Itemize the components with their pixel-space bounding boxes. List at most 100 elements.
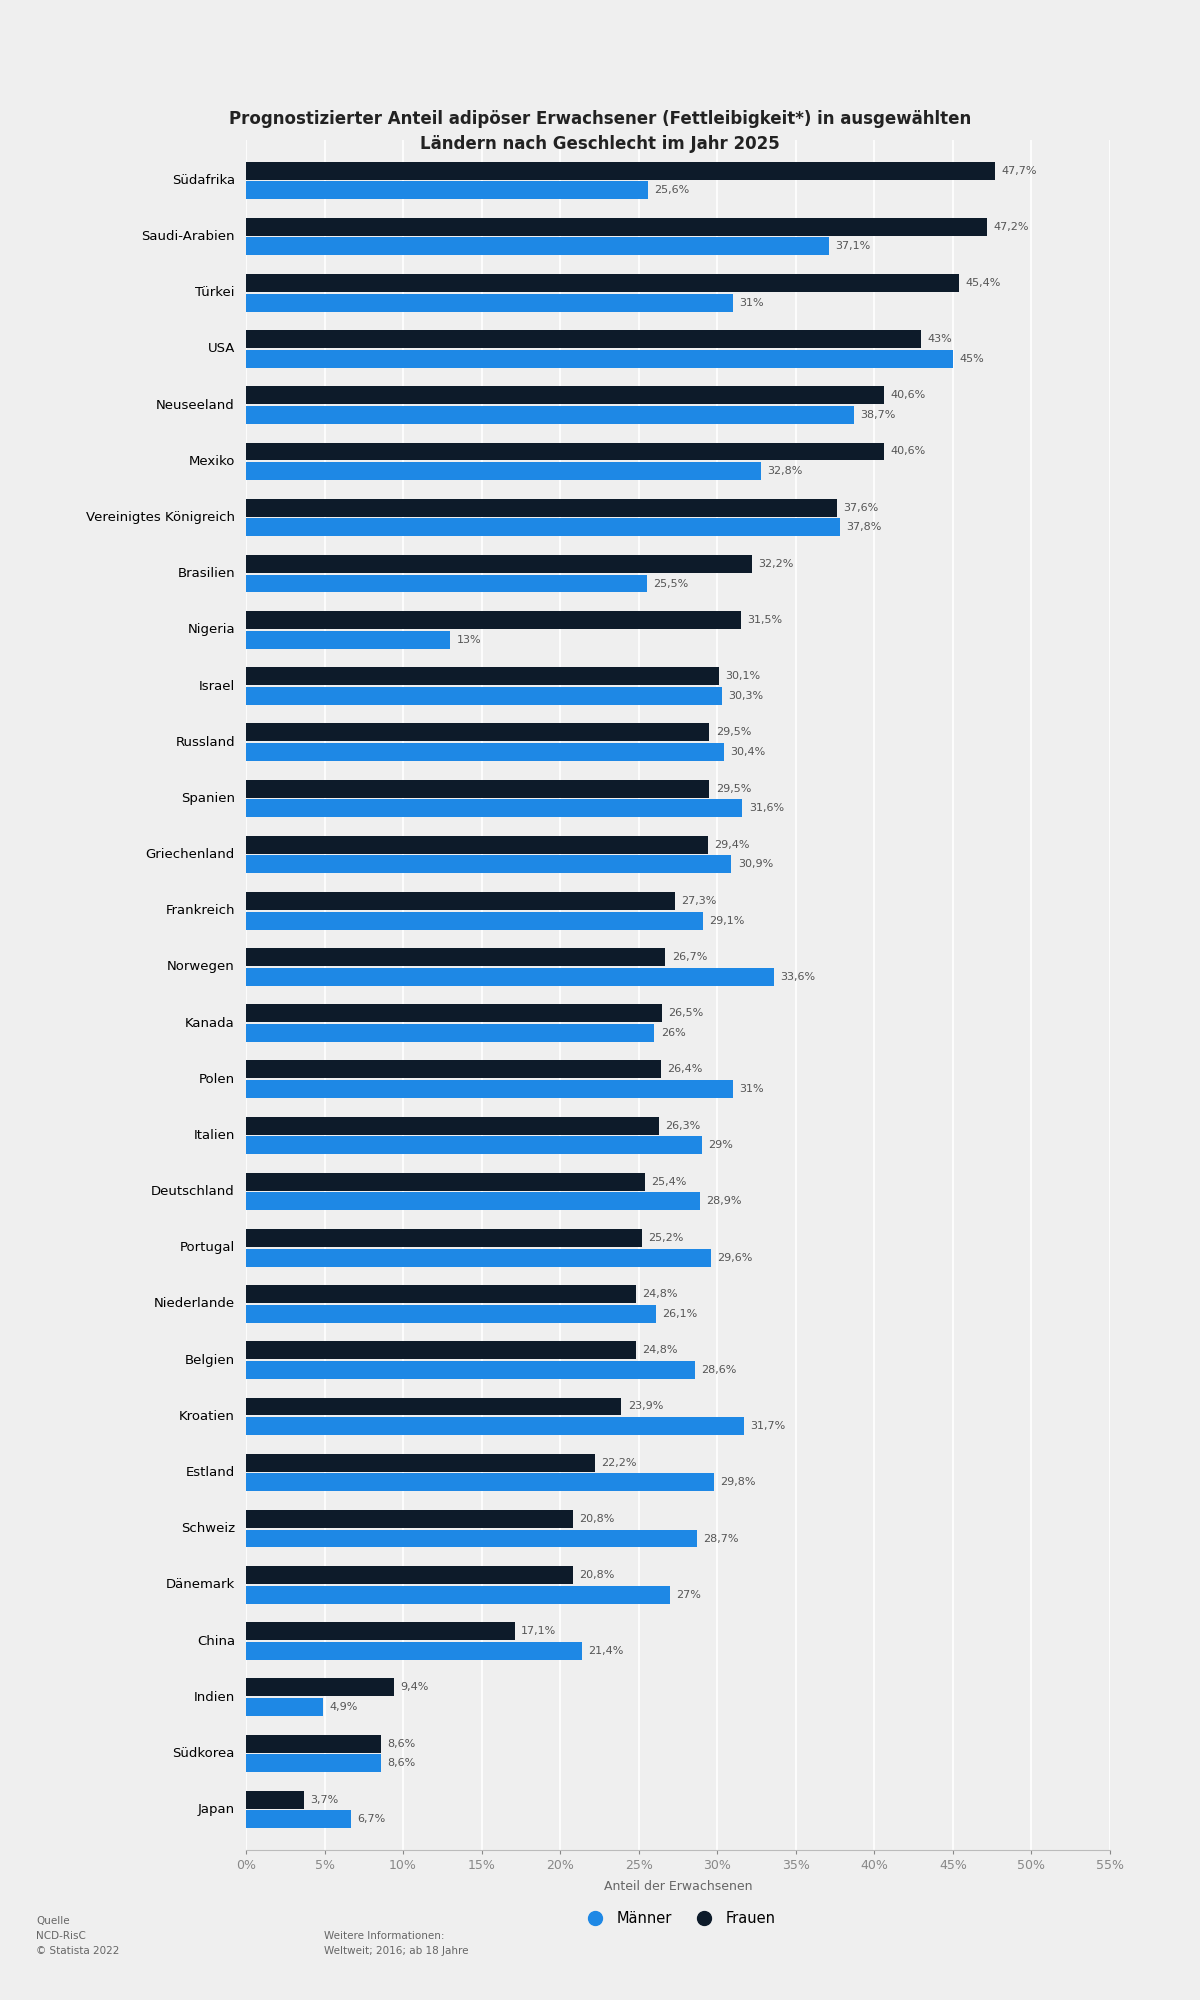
Text: 40,6%: 40,6%	[890, 446, 925, 456]
Text: 24,8%: 24,8%	[642, 1290, 677, 1300]
Bar	[246, 1116, 659, 1134]
Text: 28,7%: 28,7%	[703, 1534, 739, 1544]
Text: 38,7%: 38,7%	[860, 410, 895, 420]
Text: 26,4%: 26,4%	[667, 1064, 702, 1074]
Bar	[246, 1586, 670, 1604]
Text: 28,6%: 28,6%	[702, 1364, 737, 1374]
Text: 29,8%: 29,8%	[720, 1478, 756, 1488]
Bar	[246, 1622, 515, 1640]
Text: 37,1%: 37,1%	[835, 242, 870, 252]
Bar	[246, 218, 988, 236]
Text: 8,6%: 8,6%	[388, 1758, 415, 1768]
Bar	[246, 686, 722, 704]
Text: 29,5%: 29,5%	[715, 784, 751, 794]
Bar	[246, 1342, 636, 1360]
Text: 32,8%: 32,8%	[768, 466, 803, 476]
Bar	[246, 1734, 382, 1752]
Bar	[246, 350, 953, 368]
Bar	[246, 668, 719, 686]
Bar	[246, 498, 836, 516]
Bar	[246, 1474, 714, 1492]
Text: 6,7%: 6,7%	[358, 1814, 385, 1824]
Bar	[246, 1398, 622, 1416]
Text: Prognostizierter Anteil adipöser Erwachsener (Fettleibigkeit*) in ausgewählten
L: Prognostizierter Anteil adipöser Erwachs…	[229, 110, 971, 154]
Text: 47,2%: 47,2%	[994, 222, 1030, 232]
Text: 33,6%: 33,6%	[780, 972, 815, 982]
Text: 26,1%: 26,1%	[662, 1308, 697, 1318]
Bar	[246, 1418, 744, 1436]
Text: 26%: 26%	[661, 1028, 685, 1038]
Bar	[246, 1454, 595, 1472]
Bar	[246, 724, 709, 742]
Bar	[246, 554, 752, 572]
Bar	[246, 856, 732, 874]
Text: 37,8%: 37,8%	[846, 522, 882, 532]
Text: 43%: 43%	[928, 334, 953, 344]
Bar	[246, 968, 774, 986]
Text: 22,2%: 22,2%	[601, 1458, 636, 1468]
Text: 31,7%: 31,7%	[750, 1422, 786, 1432]
Text: 29,1%: 29,1%	[709, 916, 745, 926]
Text: 31,5%: 31,5%	[748, 616, 782, 626]
Bar	[246, 1754, 382, 1772]
Bar	[246, 892, 674, 910]
Text: 25,2%: 25,2%	[648, 1232, 684, 1242]
Text: 29%: 29%	[708, 1140, 733, 1150]
Bar	[246, 238, 829, 256]
Text: 30,3%: 30,3%	[728, 690, 763, 700]
Text: 29,4%: 29,4%	[714, 840, 750, 850]
Bar	[246, 442, 883, 460]
Bar	[246, 1080, 733, 1098]
Bar	[246, 182, 648, 200]
Text: 25,5%: 25,5%	[653, 578, 688, 588]
Text: 26,3%: 26,3%	[666, 1120, 701, 1130]
X-axis label: Anteil der Erwachsenen: Anteil der Erwachsenen	[604, 1880, 752, 1894]
Text: 4,9%: 4,9%	[329, 1702, 358, 1712]
Bar	[246, 162, 995, 180]
Text: 32,2%: 32,2%	[758, 558, 793, 568]
Bar	[246, 780, 709, 798]
Bar	[246, 1566, 572, 1584]
Bar	[246, 1510, 572, 1528]
Text: 9,4%: 9,4%	[400, 1682, 428, 1692]
Bar	[246, 1024, 654, 1042]
Bar	[246, 744, 724, 762]
Text: 26,5%: 26,5%	[668, 1008, 704, 1018]
Text: 25,6%: 25,6%	[654, 186, 690, 196]
Bar	[246, 1060, 661, 1078]
Bar	[246, 1642, 582, 1660]
Bar	[246, 1286, 636, 1304]
Text: 31,6%: 31,6%	[749, 804, 784, 814]
Bar	[246, 1810, 352, 1828]
Text: 40,6%: 40,6%	[890, 390, 925, 400]
Text: 30,9%: 30,9%	[738, 860, 773, 870]
Bar	[246, 1530, 697, 1548]
Text: Quelle
NCD-RisC
© Statista 2022: Quelle NCD-RisC © Statista 2022	[36, 1916, 119, 1956]
Text: 8,6%: 8,6%	[388, 1738, 415, 1748]
Text: 47,7%: 47,7%	[1002, 166, 1037, 176]
Text: 3,7%: 3,7%	[311, 1794, 338, 1804]
Bar	[246, 1248, 710, 1266]
Text: 23,9%: 23,9%	[628, 1402, 664, 1412]
Bar	[246, 1228, 642, 1246]
Text: Weitere Informationen:
Weltweit; 2016; ab 18 Jahre: Weitere Informationen: Weltweit; 2016; a…	[324, 1932, 468, 1956]
Text: 30,1%: 30,1%	[725, 672, 761, 682]
Bar	[246, 462, 761, 480]
Text: 45%: 45%	[959, 354, 984, 364]
Text: 24,8%: 24,8%	[642, 1346, 677, 1356]
Legend: Männer, Frauen: Männer, Frauen	[575, 1904, 781, 1932]
Text: 37,6%: 37,6%	[842, 502, 878, 512]
Bar	[246, 1790, 304, 1808]
Bar	[246, 274, 959, 292]
Bar	[246, 330, 922, 348]
Text: 27,3%: 27,3%	[682, 896, 716, 906]
Bar	[246, 574, 647, 592]
Bar	[246, 406, 854, 424]
Bar	[246, 294, 733, 312]
Bar	[246, 948, 666, 966]
Bar	[246, 836, 708, 854]
Bar	[246, 1698, 323, 1716]
Bar	[246, 1136, 702, 1154]
Text: 20,8%: 20,8%	[580, 1514, 614, 1524]
Bar	[246, 612, 740, 630]
